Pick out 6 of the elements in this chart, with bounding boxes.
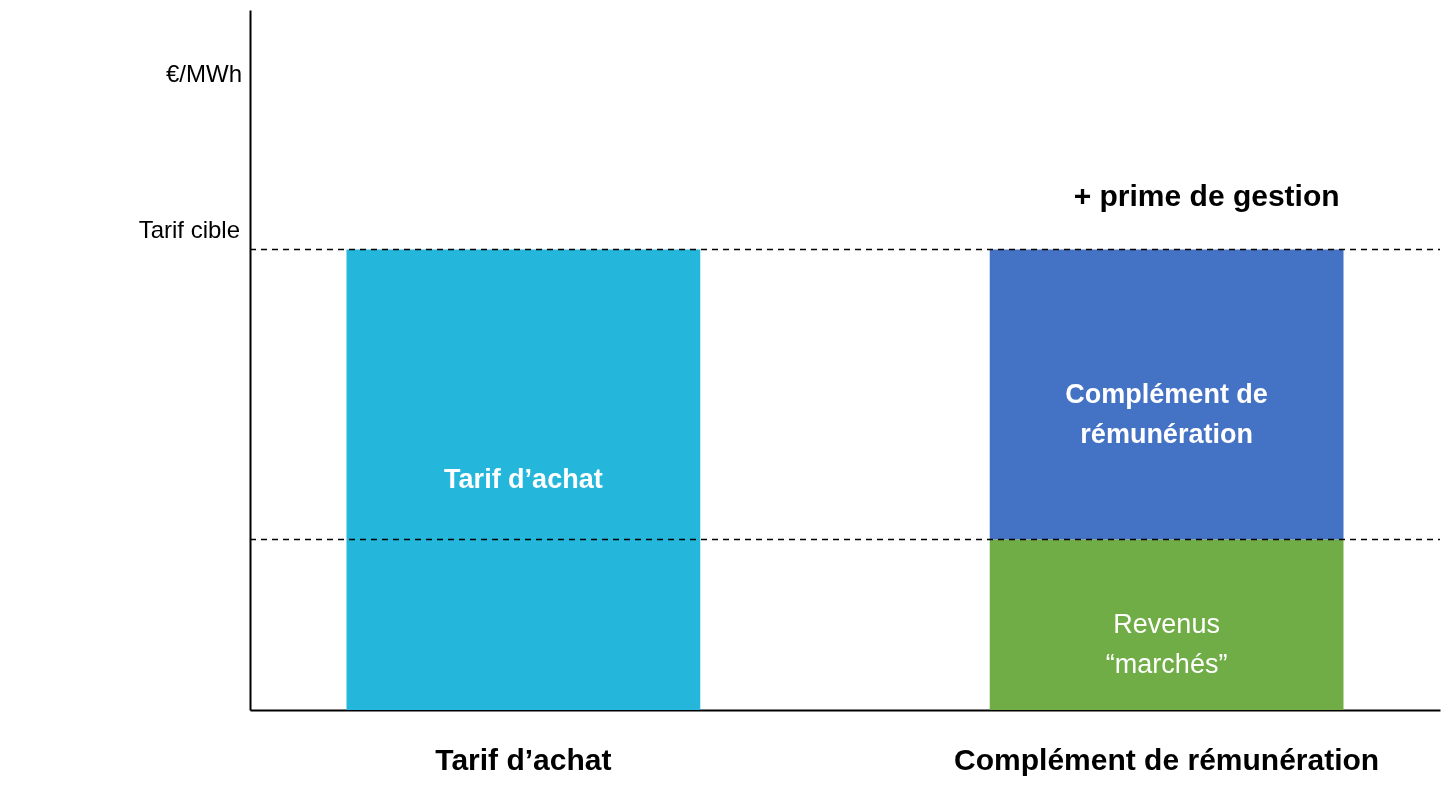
ref-line-label: Tarif cible: [138, 216, 240, 244]
series-label: Revenus “marchés”: [1105, 608, 1228, 679]
series-label: Tarif d’achat: [444, 463, 603, 494]
text: + prime de gestion: [1073, 179, 1340, 213]
series-label: Complément de rémunération: [1065, 378, 1268, 449]
text: €/MWh: [165, 60, 242, 87]
